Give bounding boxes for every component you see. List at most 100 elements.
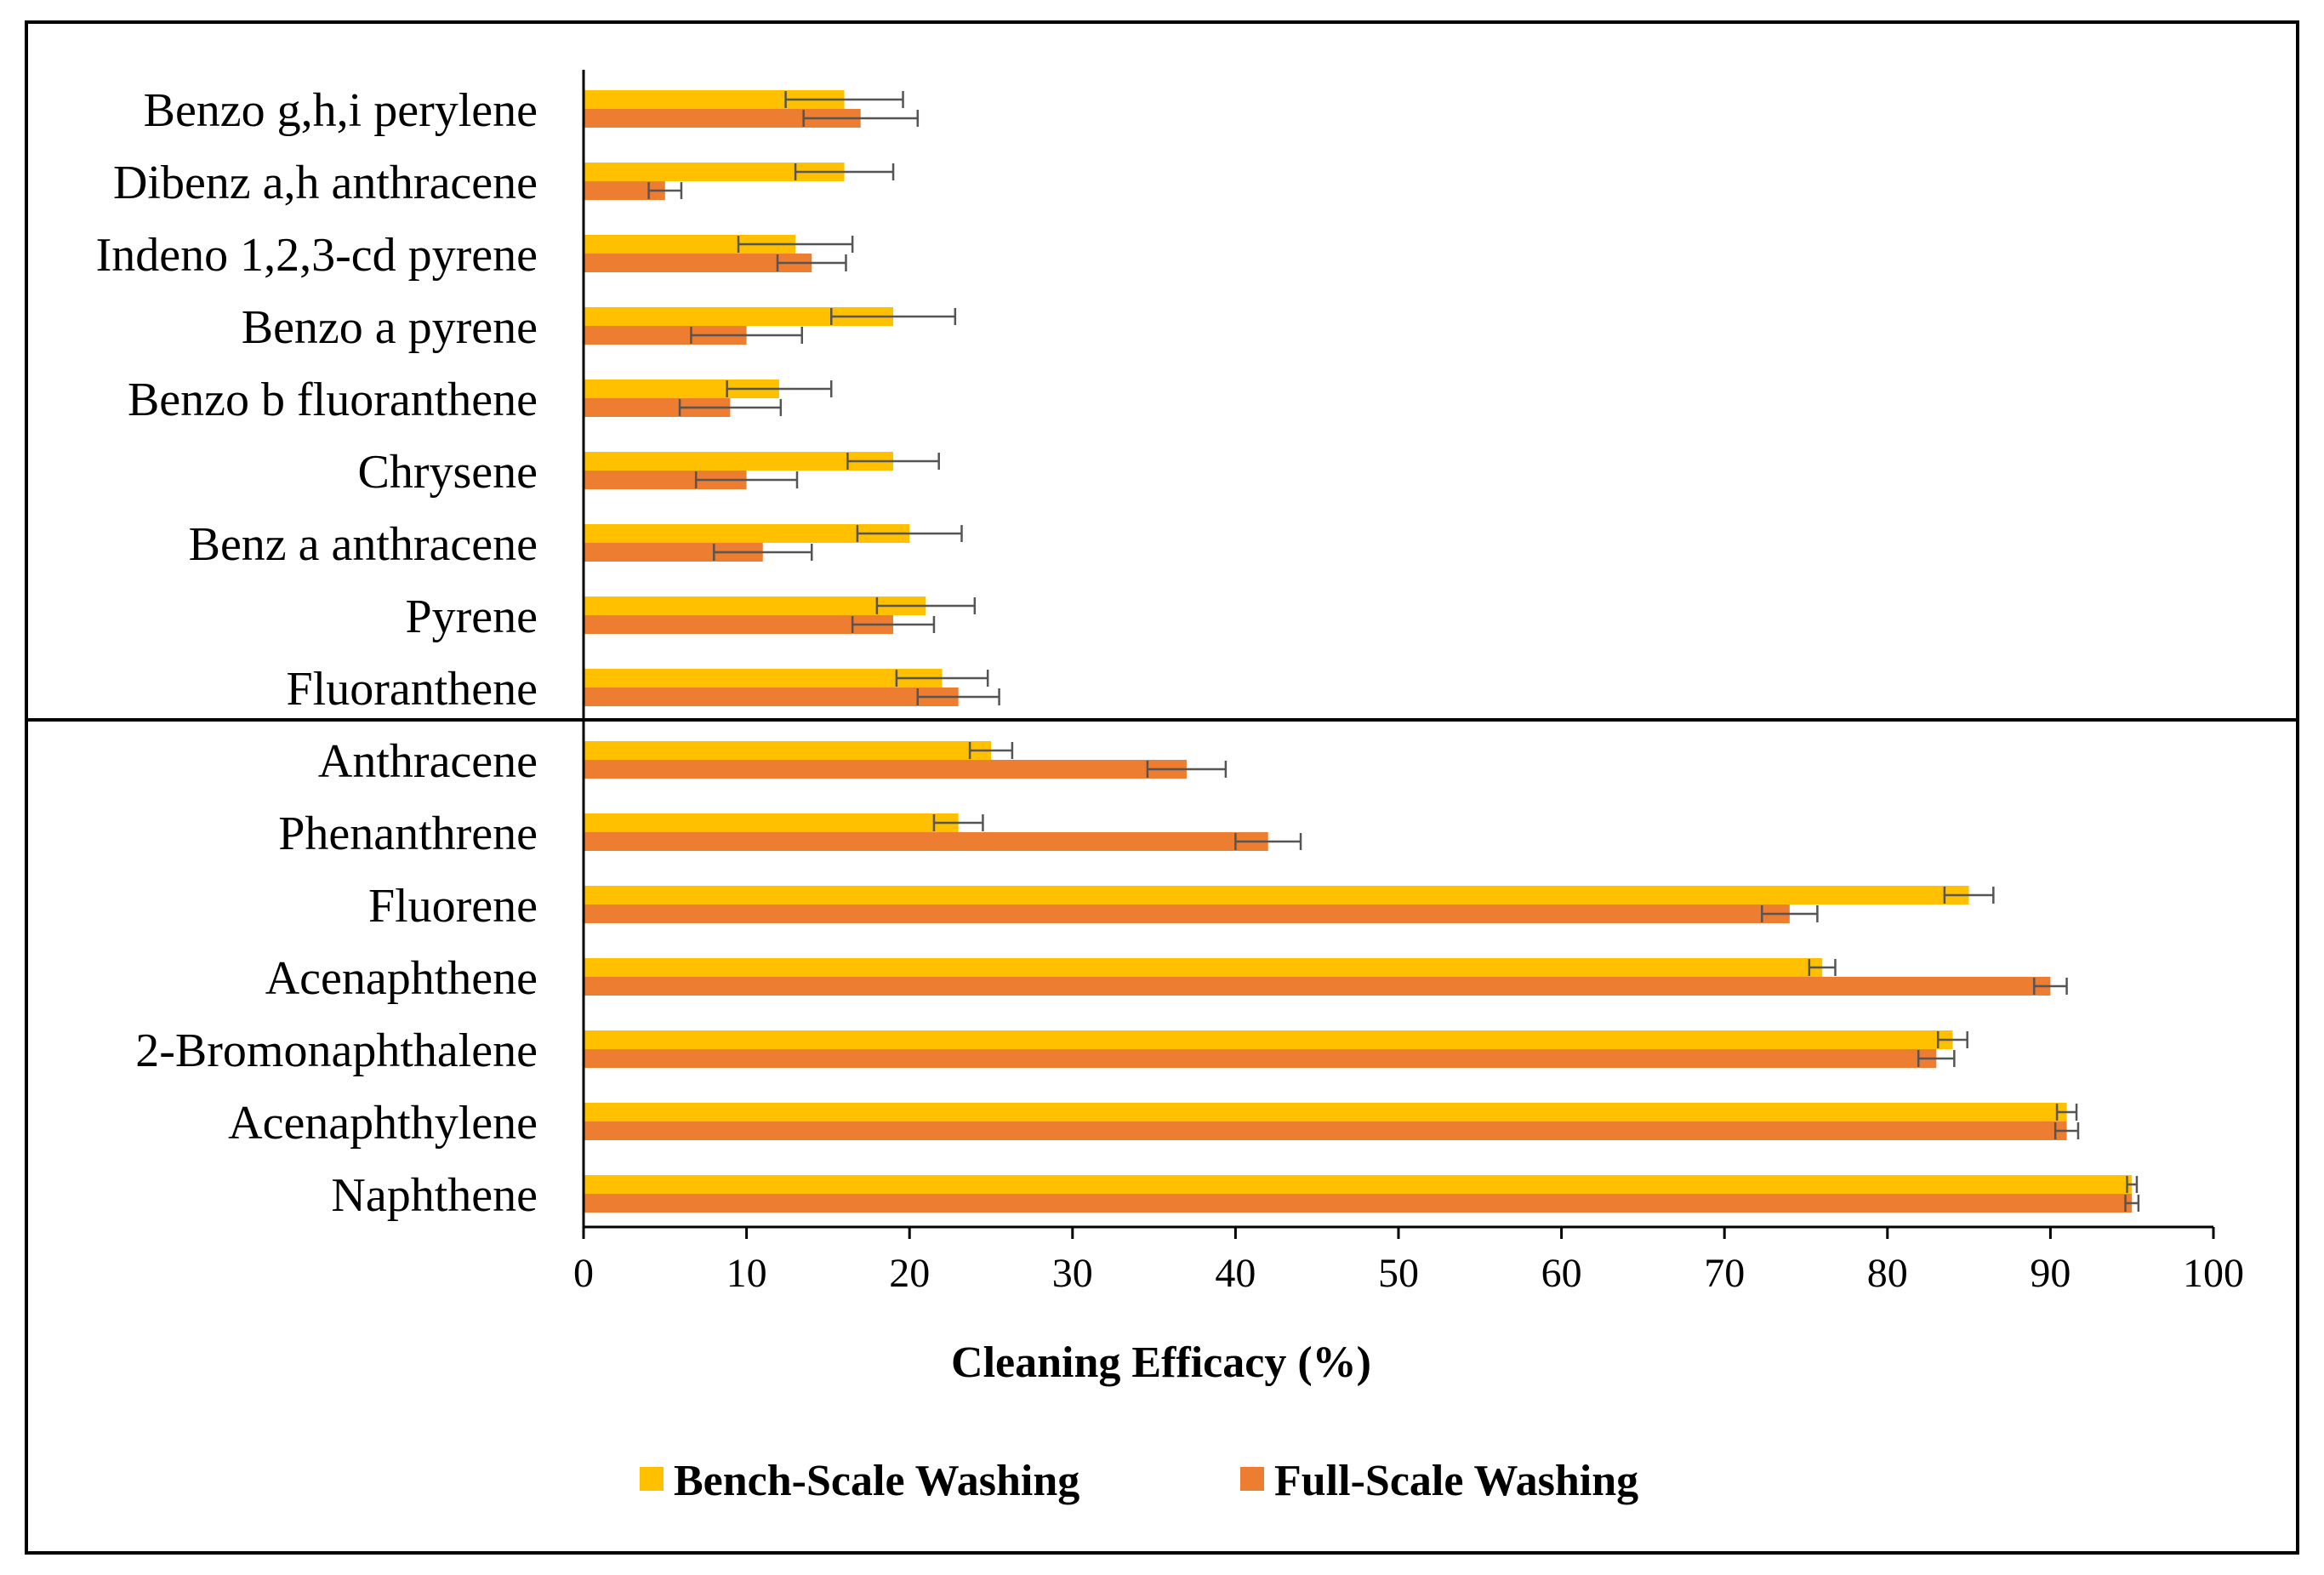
x-tick-label-0: 0 <box>573 1251 594 1296</box>
error-bar-bench-benzo-b-fluoranthene <box>726 380 833 397</box>
x-tick-label-10: 10 <box>726 1251 767 1296</box>
bar-full-anthracene <box>584 760 1187 779</box>
error-bar-bench-2-bromonaphthalene <box>1936 1031 1968 1048</box>
category-label-pyrene: Pyrene <box>405 591 538 643</box>
error-bar-bench-naphthene <box>2126 1176 2139 1193</box>
bar-bench-fluoranthene <box>584 669 943 688</box>
error-bar-full-anthracene <box>1146 761 1228 778</box>
error-bar-full-pyrene <box>851 616 936 633</box>
error-bar-full-benz-a-anthracene <box>713 544 813 561</box>
bar-bench-fluorene <box>584 886 1969 904</box>
legend-label-full-scale: Full-Scale Washing <box>1274 1457 1638 1505</box>
category-label-2-bromonaphthalene: 2-Bromonaphthalene <box>135 1024 538 1077</box>
bar-full-fluoranthene <box>584 688 959 706</box>
error-bar-bench-pyrene <box>875 597 977 614</box>
category-label-naphthene: Naphthene <box>331 1169 538 1222</box>
bar-bench-2-bromonaphthalene <box>584 1030 1953 1049</box>
category-label-fluoranthene: Fluoranthene <box>287 663 538 716</box>
error-bars-layer <box>647 91 2140 1212</box>
bar-bench-pyrene <box>584 596 926 615</box>
bar-full-benzo-g-h-i-perylene <box>584 109 861 128</box>
category-label-indeno-1-2-3-cd-pyrene: Indeno 1,2,3-cd pyrene <box>96 229 538 282</box>
bar-full-chrysene <box>584 471 747 489</box>
error-bar-full-indeno-1-2-3-cd-pyrene <box>776 254 847 271</box>
bar-bench-acenaphthylene <box>584 1103 2067 1121</box>
x-tick-label-80: 80 <box>1867 1251 1908 1296</box>
category-label-anthracene: Anthracene <box>318 735 538 788</box>
legend-swatch-bench-scale <box>640 1467 664 1491</box>
error-bar-full-dibenz-a-h-anthracene <box>647 182 683 199</box>
error-bar-full-chrysene <box>694 471 799 488</box>
category-label-fluorene: Fluorene <box>368 880 538 933</box>
bar-bench-dibenz-a-h-anthracene <box>584 163 845 181</box>
legend-swatch-full-scale <box>1240 1467 1264 1491</box>
bar-bench-benzo-a-pyrene <box>584 307 894 326</box>
bar-bench-benzo-b-fluoranthene <box>584 379 779 398</box>
error-bar-bench-phenanthrene <box>932 814 984 831</box>
x-tick-label-30: 30 <box>1052 1251 1093 1296</box>
x-tick-label-20: 20 <box>889 1251 930 1296</box>
bar-full-fluorene <box>584 904 1790 923</box>
error-bar-full-2-bromonaphthalene <box>1917 1050 1956 1067</box>
x-tick-label-100: 100 <box>2183 1251 2244 1296</box>
x-tick-label-40: 40 <box>1215 1251 1256 1296</box>
bar-full-acenaphthene <box>584 977 2051 996</box>
category-label-dibenz-a-h-anthracene: Dibenz a,h anthracene <box>113 157 538 209</box>
legend-label-bench-scale: Bench-Scale Washing <box>674 1457 1079 1505</box>
category-label-phenanthrene: Phenanthrene <box>278 807 538 860</box>
bar-full-benz-a-anthracene <box>584 543 763 562</box>
error-bar-full-phenanthrene <box>1234 833 1302 850</box>
error-bar-full-benzo-b-fluoranthene <box>678 399 783 416</box>
error-bar-full-fluoranthene <box>916 688 1000 705</box>
legend: Bench-Scale Washing Full-Scale Washing <box>640 1457 1638 1505</box>
error-bar-bench-acenaphthylene <box>2055 1104 2078 1121</box>
bar-bench-benz-a-anthracene <box>584 524 910 543</box>
error-bar-full-benzo-a-pyrene <box>690 327 803 344</box>
x-tick-label-70: 70 <box>1704 1251 1745 1296</box>
error-bar-full-benzo-g-h-i-perylene <box>802 110 920 127</box>
error-bar-bench-acenaphthene <box>1808 959 1837 976</box>
category-label-acenaphthene: Acenaphthene <box>265 952 538 1005</box>
error-bar-bench-fluorene <box>1943 887 1995 904</box>
category-label-benzo-a-pyrene: Benzo a pyrene <box>242 301 538 354</box>
error-bar-bench-benzo-a-pyrene <box>829 308 957 325</box>
category-label-acenaphthylene: Acenaphthylene <box>228 1097 538 1150</box>
error-bar-bench-dibenz-a-h-anthracene <box>794 163 895 180</box>
x-tick-label-90: 90 <box>2030 1251 2071 1296</box>
bar-bench-acenaphthene <box>584 958 1823 977</box>
bar-full-phenanthrene <box>584 832 1268 851</box>
bar-full-benzo-b-fluoranthene <box>584 398 731 417</box>
error-bar-bench-fluoranthene <box>895 670 989 687</box>
error-bar-full-naphthene <box>2124 1195 2140 1212</box>
bar-full-benzo-a-pyrene <box>584 326 747 345</box>
error-bar-bench-benz-a-anthracene <box>856 525 963 542</box>
bar-bench-chrysene <box>584 452 894 471</box>
bar-bench-phenanthrene <box>584 813 959 832</box>
category-label-benzo-b-fluoranthene: Benzo b fluoranthene <box>128 374 538 426</box>
bar-full-2-bromonaphthalene <box>584 1049 1937 1068</box>
error-bar-bench-anthracene <box>968 742 1014 759</box>
bar-full-dibenz-a-h-anthracene <box>584 181 665 200</box>
bar-bench-benzo-g-h-i-perylene <box>584 90 845 109</box>
bar-full-acenaphthylene <box>584 1121 2067 1140</box>
error-bar-full-acenaphthene <box>2032 978 2068 995</box>
x-axis-title: Cleaning Efficacy (%) <box>951 1338 1371 1387</box>
error-bar-full-acenaphthylene <box>2053 1122 2080 1139</box>
category-label-benzo-g-h-i-perylene: Benzo g,h,i perylene <box>144 84 538 137</box>
error-bar-bench-benzo-g-h-i-perylene <box>784 91 904 108</box>
bar-bench-naphthene <box>584 1175 2133 1194</box>
error-bar-bench-chrysene <box>846 453 940 470</box>
bar-full-indeno-1-2-3-cd-pyrene <box>584 254 812 272</box>
bars-layer <box>584 90 2133 1213</box>
error-bar-bench-indeno-1-2-3-cd-pyrene <box>737 236 854 253</box>
category-label-benz-a-anthracene: Benz a anthracene <box>189 518 538 571</box>
bar-bench-indeno-1-2-3-cd-pyrene <box>584 235 796 254</box>
category-labels: Benzo g,h,i perylene Dibenz a,h anthracen… <box>96 84 538 1222</box>
bar-bench-anthracene <box>584 741 991 760</box>
bar-full-pyrene <box>584 615 894 634</box>
bar-full-naphthene <box>584 1194 2133 1213</box>
category-label-chrysene: Chrysene <box>357 446 538 499</box>
chart-border <box>25 20 2299 1555</box>
x-tick-label-50: 50 <box>1378 1251 1419 1296</box>
